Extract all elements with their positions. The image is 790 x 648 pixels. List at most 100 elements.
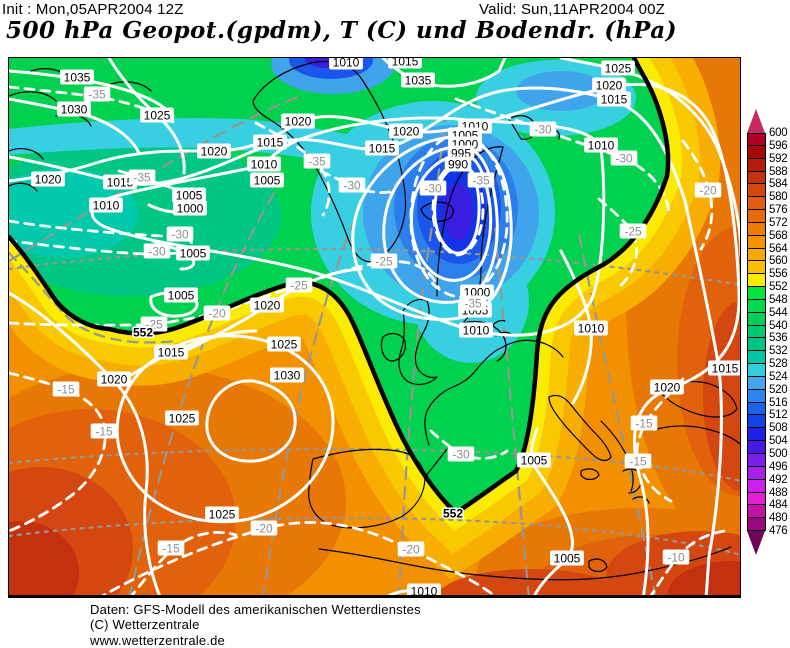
temperature-label: -15 [95,425,113,439]
colorbar-tick-label: 516 [769,396,788,409]
pressure-label: 1005 [521,454,548,468]
pressure-label: 1020 [101,373,128,387]
temperature-label-box [338,177,366,193]
colorbar-band [747,197,766,211]
pressure-label: 1020 [285,115,312,129]
footer-source: Daten: GFS-Modell des amerikanischen Wet… [90,602,421,617]
colorbar-tick-label: 488 [769,486,788,499]
colorbar-tick-label: 492 [769,473,788,486]
pressure-label-box [172,187,206,203]
colorbar-tick-label: 528 [769,358,788,371]
temperature-label-box [166,226,194,242]
pressure-label: 1025 [169,412,196,426]
temperature-label-box [397,541,425,557]
pressure-label: 1015 [601,93,628,107]
colorbar-arrow-down-icon [747,531,765,556]
colorbar-tick-label: 568 [769,229,788,242]
pressure-label-box [267,336,301,352]
pressure-label: 1005 [180,247,207,261]
pressure-label: 1025 [271,338,298,352]
temperature-label: -30 [452,448,470,462]
temperature-label-box [143,243,171,259]
temperature-label: -10 [667,551,685,565]
pressure-label: 1020 [393,125,420,139]
temperature-label: -20 [255,522,273,536]
pressure-label-box [281,113,315,129]
colorbar-band [747,261,766,275]
pressure-label-box [57,101,91,117]
colorbar-tick-label: 504 [769,435,788,448]
colorbar-band [747,133,766,146]
colorbar-band [747,158,766,172]
pressure-label-box [31,171,65,187]
colorbar-tick-label: 552 [769,281,788,294]
temperature-label-box [447,446,475,462]
temperature-color-field [9,58,740,595]
colorbar-band [747,235,766,249]
pressure-label: 1010 [333,58,360,70]
colorbar-band [747,145,766,159]
temperature-label: -25 [290,279,308,293]
temperature-label-box [52,381,80,397]
temperature-label-box [662,549,690,565]
colorbar-band [747,287,766,300]
colorbar-band [747,454,766,467]
colorbar-band [747,479,766,493]
pressure-label: 1015 [257,136,284,150]
temperature-label: -35 [472,174,490,188]
pressure-label-box [584,137,618,153]
pressure-label: 1015 [712,362,739,376]
pressure-label: 1010 [578,322,605,336]
colorbar-band [747,492,766,506]
temperature-label: -15 [57,383,75,397]
temperature-label: -30 [424,182,442,196]
colorbar-band [747,171,766,185]
temperature-label-box [619,223,647,239]
colorbar-tick-label: 536 [769,332,788,345]
footer-credits: Daten: GFS-Modell des amerikanischen Wet… [90,602,421,648]
pressure-label-box [407,583,441,595]
colorbar-tick-label: 596 [769,139,788,152]
colorbar-tick-label: 584 [769,178,788,191]
pressure-label: 1030 [274,369,301,383]
temperature-label: -20 [699,184,717,198]
temperature-label-box [630,415,658,431]
pressure-label-box [708,360,740,376]
colorbar-tick-label: 476 [769,525,788,538]
colorbar-tick-label: 572 [769,216,788,229]
colorbar-tick-label: 560 [769,255,788,268]
geopotential-labels: 552 552 [131,324,464,522]
colorbar-tick-label: 576 [769,204,788,217]
colorbar-band [747,338,766,352]
colorbar-band [747,376,766,390]
pressure-label-box [597,91,631,107]
colorbar-tick-label: 600 [769,127,788,139]
pressure-label-box [459,322,493,338]
temperature-label-box [140,316,168,332]
temperature-label-box [203,305,231,321]
colorbar-band [747,248,766,262]
pressure-label-box [89,197,123,213]
temperature-label: -30 [148,245,166,259]
colorbar-tick-label: 548 [769,293,788,306]
pressure-label: 1010 [463,324,490,338]
colorbar-band [747,428,766,442]
colorbar-band [747,274,766,288]
pressure-label-box [365,140,399,156]
colorbar-band [747,466,766,480]
pressure-label-box [601,60,635,76]
pressure-label-box [270,367,304,383]
colorbar-tick-label: 544 [769,306,788,319]
temperature-label: -25 [375,255,393,269]
pressure-label-box [550,550,584,566]
colorbar-tick-label: 588 [769,165,788,178]
pressure-label-box [388,58,422,69]
pressure-label: 1005 [168,289,195,303]
colorbar-band [747,441,766,454]
temperature-label-box [529,121,557,137]
weather-map: 1035 1030 1025 1020 1020 1015 1010 1005 1000 1005… [8,57,741,598]
pressure-label-box [253,134,287,150]
pressure-label: 1005 [554,552,581,566]
temperature-label-box [419,180,447,196]
